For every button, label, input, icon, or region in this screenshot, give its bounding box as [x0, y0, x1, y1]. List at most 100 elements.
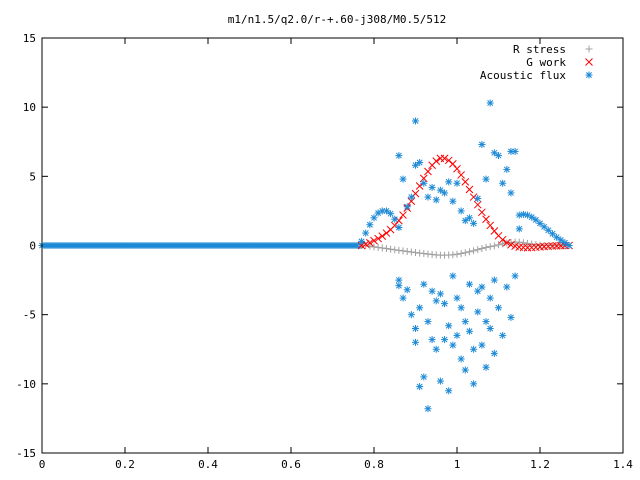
acoustic-flux-point — [499, 331, 507, 339]
acoustic-flux-point — [453, 331, 461, 339]
y-tick-label: -10 — [16, 378, 36, 391]
acoustic-flux-point — [382, 207, 390, 215]
acoustic-flux-point — [478, 283, 486, 291]
acoustic-flux-point — [420, 373, 428, 381]
g-work-point — [478, 208, 486, 217]
acoustic-flux-point — [432, 345, 440, 353]
g-work-point — [457, 171, 466, 179]
acoustic-flux-point — [565, 242, 573, 249]
acoustic-flux-point — [478, 341, 486, 349]
acoustic-flux-point — [490, 349, 498, 357]
acoustic-flux-point — [461, 366, 469, 374]
r-stress-point — [370, 243, 378, 251]
g-work-point — [440, 154, 449, 163]
acoustic-flux-point — [557, 236, 565, 244]
r-stress-point — [495, 241, 502, 249]
acoustic-flux-point — [412, 117, 419, 125]
y-tick-label: 10 — [23, 101, 36, 114]
acoustic-flux-point — [399, 294, 407, 302]
y-tick-label: -15 — [16, 447, 36, 460]
g-work-point — [469, 193, 478, 201]
x-tick-label: 0.2 — [115, 458, 135, 471]
acoustic-flux-point — [490, 149, 498, 157]
legend-marker-acoustic-flux — [585, 71, 593, 79]
acoustic-flux-point — [486, 99, 494, 107]
g-work-point — [432, 157, 441, 165]
acoustic-flux-point — [553, 233, 561, 241]
acoustic-flux-point — [436, 290, 444, 298]
acoustic-flux-point — [387, 210, 395, 218]
acoustic-flux-point — [407, 193, 415, 201]
acoustic-flux-point — [457, 207, 465, 215]
g-work-point — [453, 164, 461, 173]
r-stress-point — [382, 245, 390, 253]
g-work-point — [424, 167, 432, 176]
acoustic-flux-point — [495, 304, 502, 312]
g-work-point — [395, 216, 403, 225]
g-work-point — [473, 200, 482, 209]
acoustic-flux-point — [445, 387, 453, 395]
chart-title: m1/n1.5/q2.0/r-+.60-j308/M0.5/512 — [228, 13, 447, 26]
legend-label: G work — [526, 56, 566, 69]
acoustic-flux-point — [486, 294, 494, 302]
acoustic-flux-point — [470, 345, 478, 353]
data-marks — [38, 99, 573, 413]
acoustic-flux-point — [420, 179, 428, 187]
acoustic-flux-point — [445, 322, 453, 330]
plot-frame — [41, 37, 624, 454]
x-tick-label: 1.2 — [530, 458, 550, 471]
r-stress-point — [403, 247, 411, 255]
r-stress-point — [478, 245, 486, 253]
g-work-point — [507, 240, 515, 249]
acoustic-flux-point — [420, 280, 428, 288]
x-tick-label: 1.4 — [613, 458, 633, 471]
acoustic-flux-point — [370, 214, 378, 222]
g-work-point — [482, 215, 490, 224]
acoustic-flux-point — [366, 221, 374, 229]
r-stress-point — [486, 243, 494, 251]
r-stress-point — [524, 239, 532, 247]
acoustic-flux-point — [474, 308, 482, 316]
acoustic-flux-point — [399, 175, 407, 183]
acoustic-flux-point — [511, 272, 519, 280]
x-tick-label: 0 — [39, 458, 46, 471]
r-stress-point — [515, 238, 523, 246]
g-work-point — [486, 221, 495, 230]
y-tick-label: 5 — [29, 170, 36, 183]
g-work-point — [498, 235, 507, 244]
g-work-point — [378, 232, 387, 240]
acoustic-flux-point — [461, 318, 469, 326]
acoustic-flux-point — [495, 152, 502, 160]
acoustic-flux-point — [445, 178, 453, 186]
acoustic-flux-point — [441, 189, 449, 197]
g-work-point — [374, 234, 383, 243]
acoustic-flux-point — [412, 325, 419, 332]
acoustic-flux-point — [461, 217, 469, 225]
acoustic-flux-point — [428, 336, 436, 344]
x-tick-label: 0.4 — [198, 458, 218, 471]
acoustic-flux-point — [465, 214, 473, 222]
acoustic-flux-point — [503, 165, 511, 173]
acoustic-flux-point — [424, 405, 432, 413]
acoustic-flux-point — [490, 276, 498, 284]
acoustic-flux-point — [482, 175, 490, 183]
acoustic-flux-point — [486, 325, 494, 332]
acoustic-flux-point — [474, 194, 482, 202]
acoustic-flux-point — [449, 197, 457, 205]
acoustic-flux-point — [441, 300, 449, 308]
axis-ticks: 0 0.2 0.4 0.6 0.8 1 1.2 1.4 -15 -10 -5 0 5 10 15 — [16, 32, 633, 471]
x-tick-label: 0.8 — [364, 458, 384, 471]
r-stress-point — [391, 246, 399, 254]
acoustic-flux-point — [561, 239, 569, 247]
acoustic-flux-point — [424, 193, 432, 201]
r-stress-point — [474, 246, 482, 254]
acoustic-flux-point — [453, 294, 461, 302]
acoustic-flux-point — [416, 304, 424, 312]
acoustic-flux-point — [412, 338, 419, 346]
r-stress-point — [378, 244, 386, 252]
acoustic-flux-point — [465, 280, 473, 288]
r-stress-point — [412, 249, 419, 257]
acoustic-flux-point — [482, 318, 490, 326]
acoustic-flux-point — [436, 186, 444, 194]
